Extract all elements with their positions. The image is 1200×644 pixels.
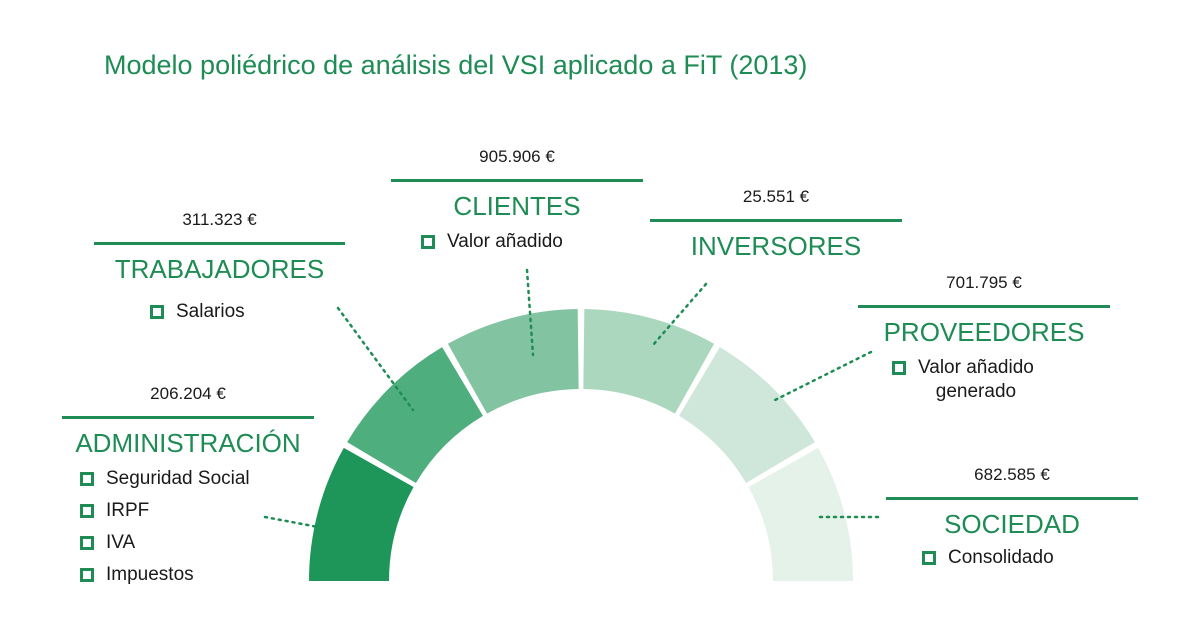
value-trabajadores: 311.323 € (182, 210, 257, 229)
items-clientes: Valor añadido (421, 230, 563, 254)
leader-administracion (263, 515, 320, 529)
list-item: Salarios (150, 300, 245, 324)
value-proveedores: 701.795 € (946, 273, 1022, 292)
checkbox-icon (922, 551, 936, 565)
leader-proveedores (773, 350, 873, 402)
divider (650, 219, 902, 222)
list-item: IVA (80, 531, 250, 555)
label-trabajadores: TRABAJADORES (114, 254, 325, 284)
list-item: Seguridad Social (80, 467, 250, 491)
label-proveedores: PROVEEDORES (883, 317, 1085, 347)
items-administracion: Seguridad Social IRPF IVA Impuestos (80, 467, 250, 587)
label-inversores: INVERSORES (690, 231, 862, 261)
gauge-segment-trabajadores (347, 347, 483, 483)
page-title: Modelo poliédrico de análisis del VSI ap… (104, 50, 808, 80)
list-item: IRPF (80, 499, 250, 523)
items-sociedad: Consolidado (922, 546, 1054, 570)
checkbox-icon (421, 235, 435, 249)
leader-inversores (651, 282, 708, 347)
list-item: Valor añadido generado (892, 356, 1034, 404)
gauge-segment-inversores (583, 309, 715, 414)
value-clientes: 905.906 € (479, 147, 555, 166)
value-administracion: 206.204 € (150, 384, 226, 403)
leader-clientes (525, 268, 535, 357)
divider (886, 497, 1138, 500)
divider (858, 305, 1110, 308)
divider (391, 179, 643, 182)
divider (94, 242, 345, 245)
gauge-segment-proveedores (679, 347, 815, 483)
list-item: Consolidado (922, 546, 1054, 570)
gauge-segment-administracion (309, 447, 414, 581)
checkbox-icon (150, 305, 164, 319)
checkbox-icon (80, 472, 94, 486)
list-item: Valor añadido (421, 230, 563, 254)
items-trabajadores: Salarios (150, 300, 245, 324)
gauge-segment-clientes (447, 309, 579, 414)
label-sociedad: SOCIEDAD (944, 509, 1080, 539)
checkbox-icon (80, 536, 94, 550)
label-administracion: ADMINISTRACIÓN (75, 428, 301, 458)
list-item: Impuestos (80, 563, 250, 587)
divider (62, 416, 314, 419)
checkbox-icon (80, 568, 94, 582)
gauge-segment-sociedad (748, 447, 853, 581)
value-sociedad: 682.585 € (974, 465, 1050, 484)
leader-trabajadores (336, 306, 415, 412)
value-inversores: 25.551 € (742, 187, 810, 206)
checkbox-icon (80, 504, 94, 518)
checkbox-icon (892, 361, 906, 375)
items-proveedores: Valor añadido generado (892, 356, 1034, 404)
label-clientes: CLIENTES (453, 191, 581, 221)
